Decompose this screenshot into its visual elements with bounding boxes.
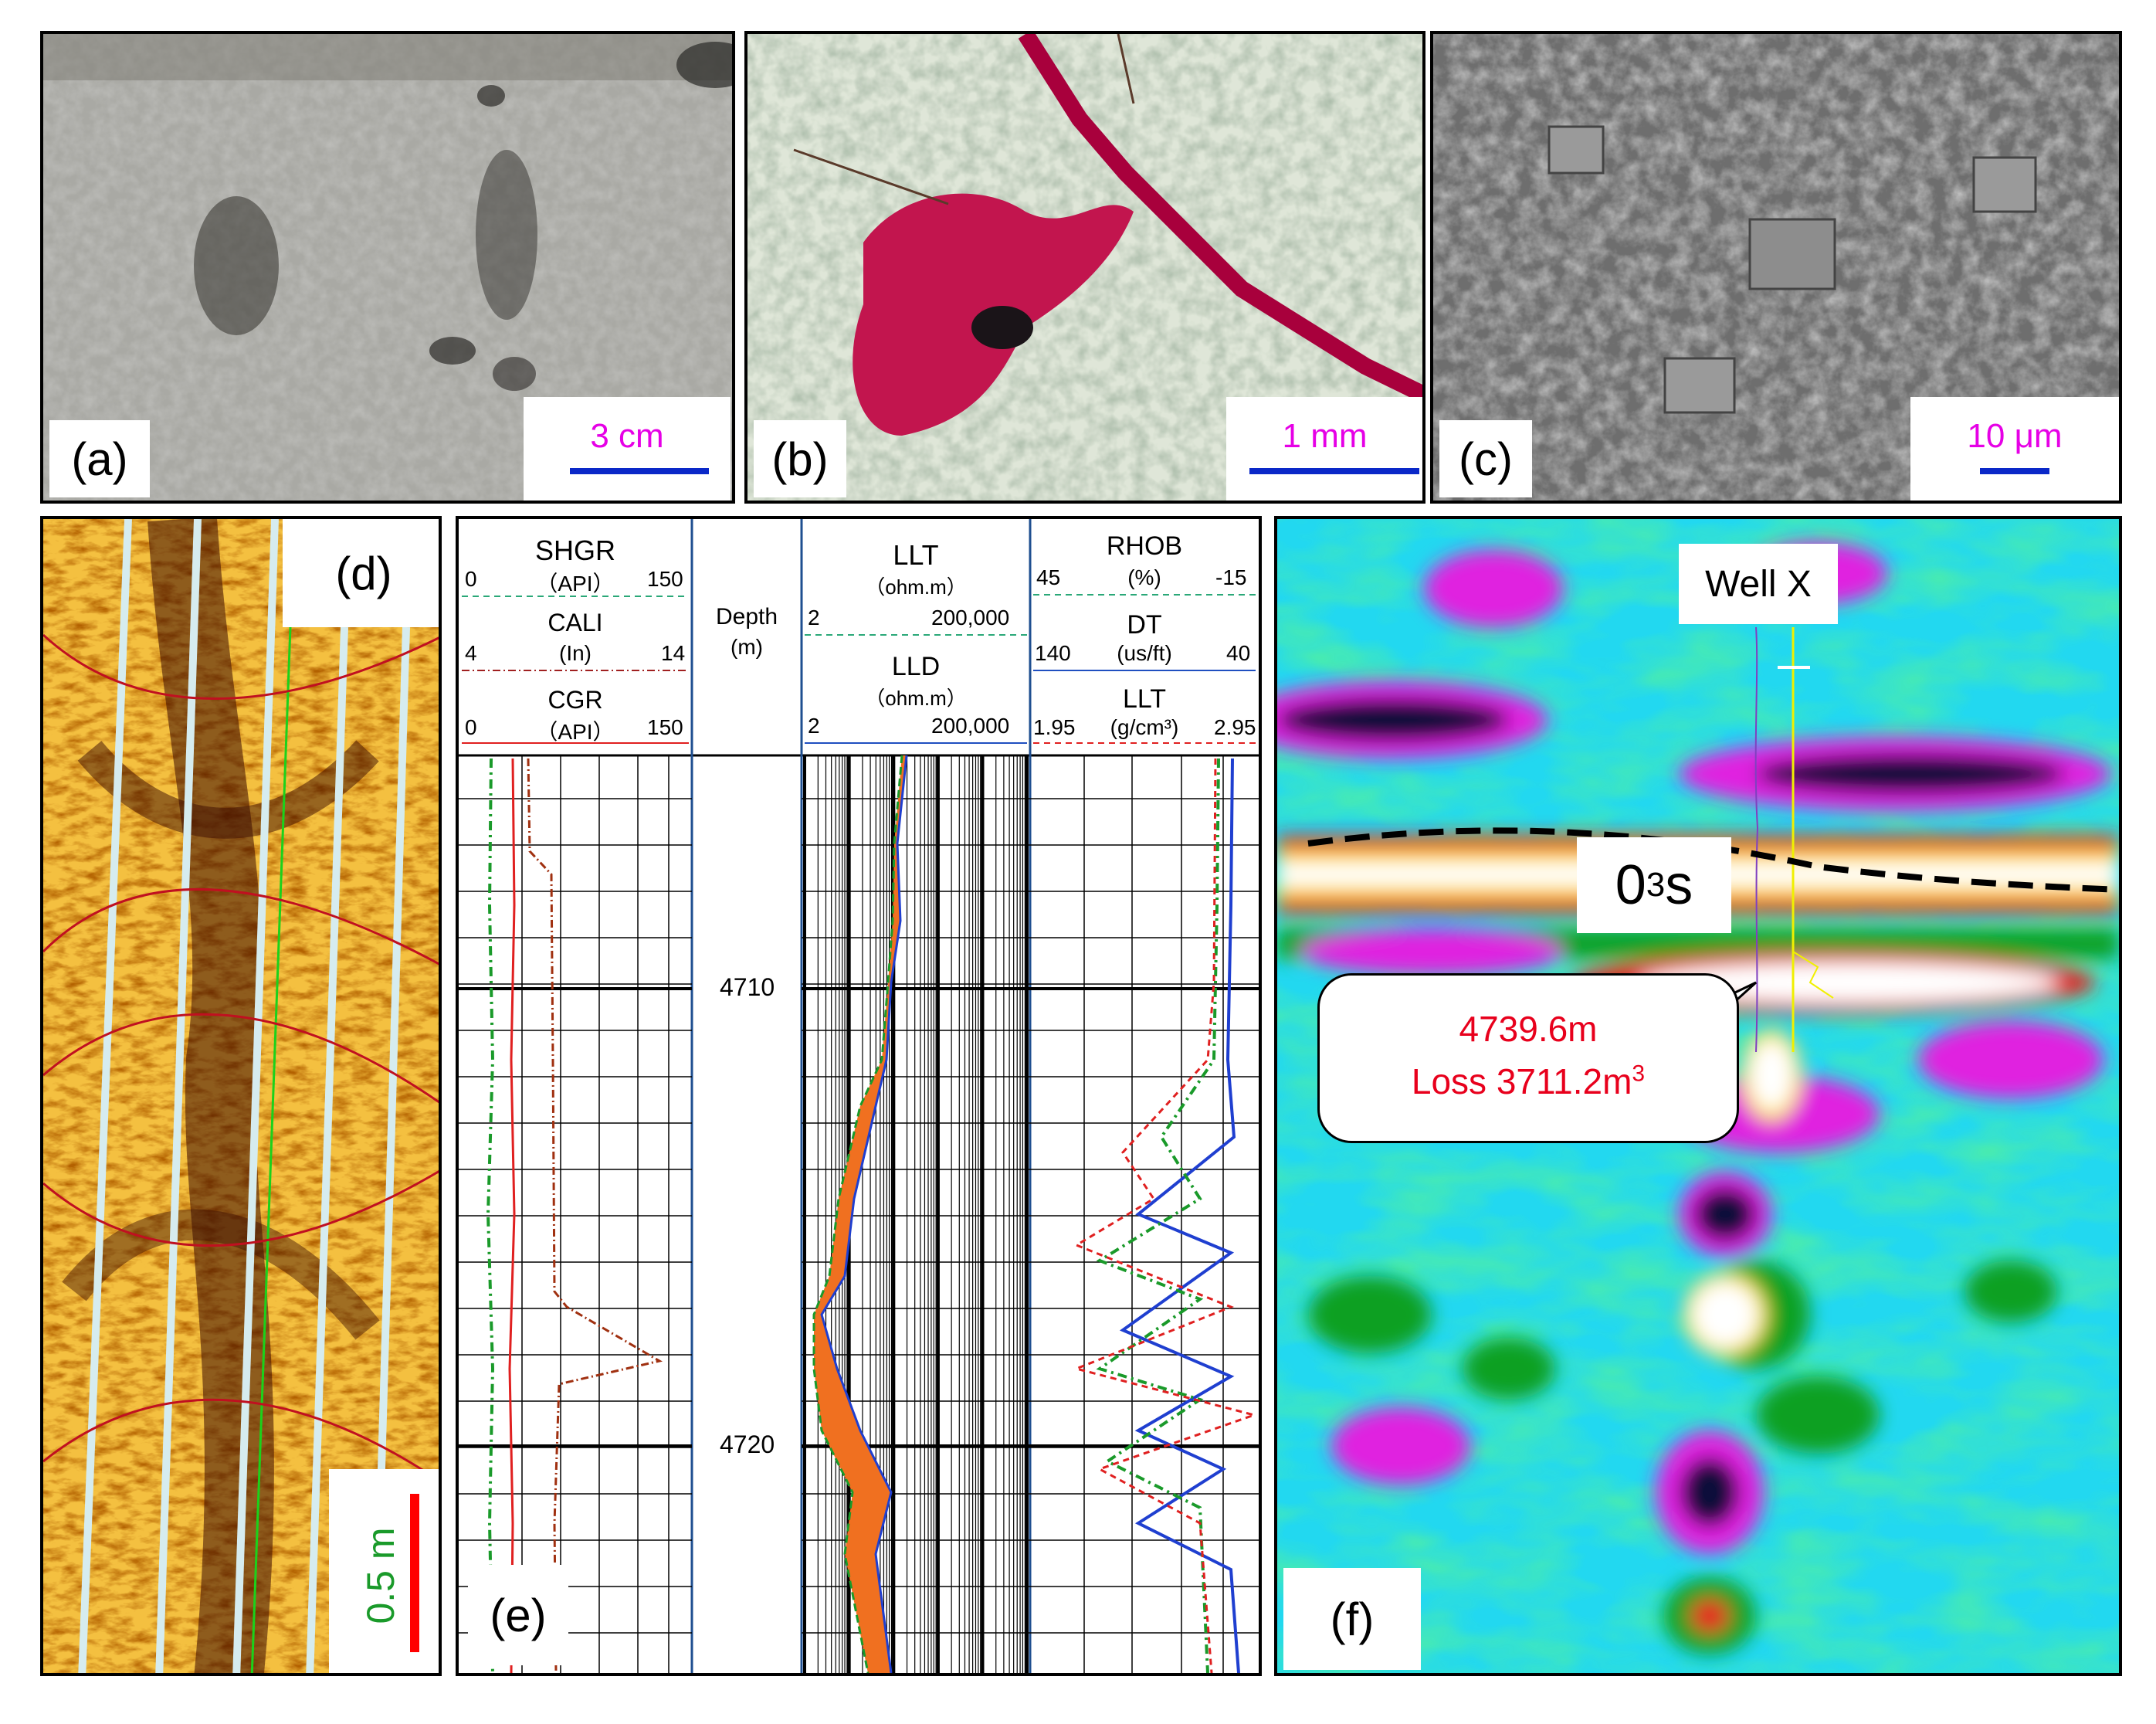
cali-min: 4 bbox=[465, 641, 477, 665]
borehole-image-log bbox=[43, 519, 439, 1673]
panel-b-label: (b) bbox=[754, 420, 846, 497]
lld-res-name: LLD bbox=[891, 652, 941, 681]
panel-d-scale-bar bbox=[410, 1494, 419, 1652]
llt-res-min: 2 bbox=[808, 606, 820, 630]
dt-unit: (us/ft) bbox=[1117, 641, 1172, 665]
cali-name: CALI bbox=[547, 609, 603, 636]
panel-b-scale-bar bbox=[1249, 468, 1419, 474]
panel-e-well-log: SHGR 0 （API） 150 CALI 4 (In) 14 CGR 0 （A… bbox=[456, 516, 1262, 1676]
cgr-unit: （API） bbox=[536, 720, 615, 744]
callout-depth: 4739.6m bbox=[1459, 1009, 1598, 1049]
horizon-main: 0 bbox=[1615, 854, 1646, 916]
lld-res-unit: （ohm.m） bbox=[865, 687, 967, 710]
panel-c-sem: (c) 10 μm bbox=[1430, 31, 2122, 504]
lld-res-max: 200,000 bbox=[931, 714, 1010, 738]
rhob-unit: (%) bbox=[1127, 565, 1161, 589]
cali-max: 14 bbox=[661, 641, 686, 665]
callout-loss-sup: 3 bbox=[1632, 1061, 1646, 1087]
panel-a-core-photo: (a) 3 cm bbox=[40, 31, 735, 504]
panel-a-label: (a) bbox=[49, 420, 150, 497]
cgr-min: 0 bbox=[465, 715, 477, 739]
dt-name: DT bbox=[1127, 610, 1162, 640]
panel-c-label: (c) bbox=[1439, 420, 1532, 497]
panel-e-label: (e) bbox=[468, 1565, 568, 1665]
cgr-max: 150 bbox=[647, 715, 683, 739]
horizon-tail: s bbox=[1665, 854, 1693, 916]
cgr-name: CGR bbox=[547, 686, 603, 714]
llt-den-max: 2.95 bbox=[1214, 715, 1256, 739]
panel-c-scale-text: 10 μm bbox=[1967, 417, 2063, 455]
panel-a-scale-text: 3 cm bbox=[590, 417, 664, 455]
llt-res-unit: （ohm.m） bbox=[865, 575, 967, 599]
shgr-min: 0 bbox=[465, 567, 477, 591]
rhob-max: -15 bbox=[1215, 565, 1247, 589]
cali-unit: (In) bbox=[559, 641, 592, 665]
shgr-max: 150 bbox=[647, 567, 683, 591]
llt-res-max: 200,000 bbox=[931, 606, 1010, 630]
loss-callout: 4739.6m Loss 3711.2m3 bbox=[1317, 973, 1739, 1143]
well-x-label: Well X bbox=[1679, 544, 1838, 624]
llt-res-name: LLT bbox=[893, 539, 939, 571]
panel-b-scale-text: 1 mm bbox=[1282, 417, 1368, 455]
llt-den-unit: (g/cm³) bbox=[1110, 715, 1179, 739]
panel-a-scale-box: 3 cm bbox=[524, 397, 731, 501]
panel-c-scale-bar bbox=[1980, 468, 2049, 474]
rhob-min: 45 bbox=[1036, 565, 1061, 589]
core-photo-image bbox=[43, 34, 732, 501]
llt-den-min: 1.95 bbox=[1033, 715, 1076, 739]
callout-loss: Loss 3711.2m3 bbox=[1320, 1061, 1737, 1102]
panel-a-scale-bar bbox=[570, 468, 709, 474]
panel-d-label: (d) bbox=[283, 519, 439, 627]
panel-f-label: (f) bbox=[1283, 1568, 1421, 1670]
llt-den-name: LLT bbox=[1122, 684, 1167, 714]
depth-4720: 4720 bbox=[715, 1430, 780, 1459]
callout-loss-main: Loss 3711.2m bbox=[1411, 1061, 1632, 1101]
lld-res-min: 2 bbox=[808, 714, 820, 738]
depth-header-title: Depth bbox=[715, 604, 778, 630]
shgr-unit: （API） bbox=[536, 572, 615, 596]
shgr-name: SHGR bbox=[534, 535, 615, 566]
well-log-tracks bbox=[459, 519, 1259, 1673]
horizon-sub: 3 bbox=[1646, 866, 1666, 904]
panel-d-scale-text: 0.5 m bbox=[359, 1527, 402, 1624]
panel-b-scale-box: 1 mm bbox=[1226, 397, 1422, 501]
dt-max: 40 bbox=[1226, 641, 1251, 665]
panel-d-image-log: (d) 0.5 m bbox=[40, 516, 442, 1676]
depth-header-unit: (m) bbox=[731, 635, 763, 659]
panel-b-thin-section: (b) 1 mm bbox=[744, 31, 1425, 504]
depth-4710: 4710 bbox=[715, 973, 780, 1002]
rhob-name: RHOB bbox=[1106, 531, 1183, 561]
dt-min: 140 bbox=[1035, 641, 1071, 665]
panel-c-scale-box: 10 μm bbox=[1910, 397, 2119, 501]
